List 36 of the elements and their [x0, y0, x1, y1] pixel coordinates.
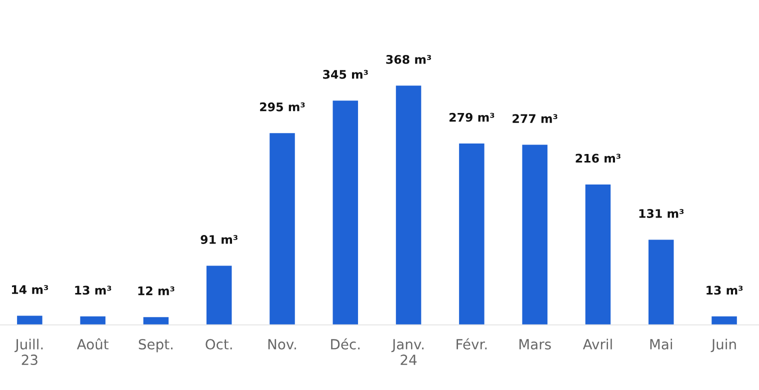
bar — [396, 86, 422, 325]
data-label: 368 m³ — [386, 54, 432, 64]
bar — [585, 184, 611, 325]
x-tick-label: Août — [76, 338, 108, 350]
x-tick-label: Févr. — [456, 338, 487, 350]
x-tick-label: Oct. — [206, 339, 232, 350]
bar — [80, 316, 106, 325]
x-tick-label: Avril — [582, 338, 612, 350]
x-tick-label: Mai — [650, 338, 672, 350]
data-label: 295 m³ — [260, 102, 305, 112]
data-label: 216 m³ — [576, 154, 620, 163]
data-label: 131 m³ — [639, 209, 684, 218]
x-tick-label: Janv. 24 — [391, 339, 424, 365]
bar — [712, 316, 737, 325]
data-label: 13 m³ — [75, 286, 112, 295]
data-label: 13 m³ — [706, 286, 743, 295]
bar — [206, 266, 232, 325]
bar — [17, 316, 42, 325]
data-label: 12 m³ — [138, 286, 174, 296]
bar — [522, 144, 548, 325]
x-tick-label: Déc. — [331, 338, 360, 350]
data-label: 279 m³ — [450, 112, 494, 122]
x-tick-label: Mars — [519, 339, 551, 350]
bar — [270, 133, 295, 325]
bar — [648, 240, 674, 325]
x-tick-label: Nov. — [268, 339, 296, 350]
bar — [143, 317, 169, 325]
data-label: 91 m³ — [200, 235, 238, 244]
x-tick-label: Juin — [710, 338, 736, 352]
data-label: 277 m³ — [512, 114, 558, 123]
x-tick-label: Sept. — [138, 339, 172, 352]
data-label: 14 m³ — [12, 285, 48, 294]
bar — [332, 100, 358, 325]
x-tick-label: Juill. 23 — [14, 338, 43, 366]
data-label: 345 m³ — [323, 70, 368, 79]
bar — [459, 143, 484, 325]
